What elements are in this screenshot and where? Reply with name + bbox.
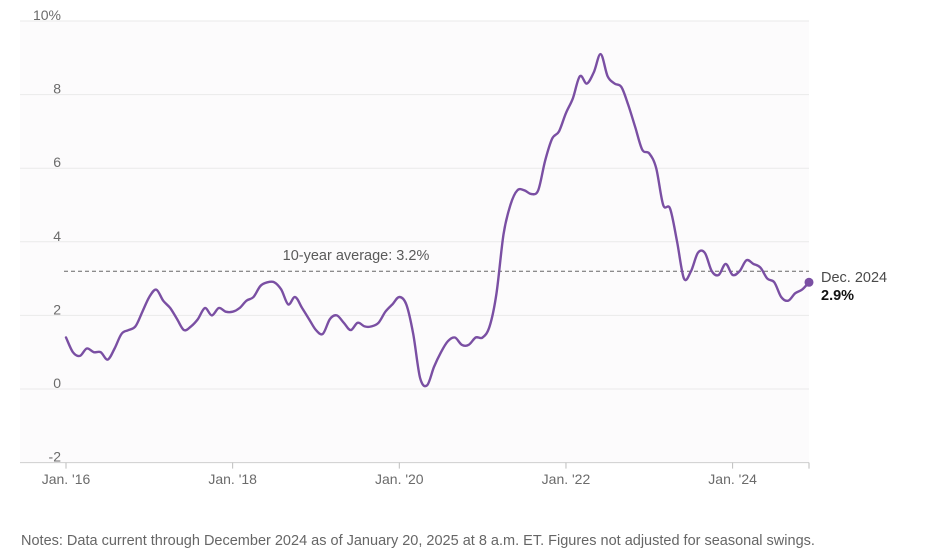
average-reference-label: 10-year average: 3.2% — [283, 248, 430, 264]
latest-value-point — [804, 277, 814, 287]
y-tick-label: 0 — [53, 375, 61, 391]
y-tick-label: 8 — [53, 81, 61, 97]
chart-notes: Notes: Data current through December 202… — [21, 533, 815, 549]
latest-value-label: 2.9% — [821, 288, 854, 304]
x-tick-label: Jan. '24 — [708, 471, 757, 487]
x-tick-label: Jan. '22 — [542, 471, 591, 487]
y-tick-label: 2 — [53, 301, 61, 317]
y-tick-label: 6 — [53, 154, 61, 170]
y-tick-label: 4 — [53, 228, 61, 244]
y-tick-label: 10% — [33, 7, 61, 23]
x-tick-label: Jan. '20 — [375, 471, 424, 487]
y-tick-label: -2 — [49, 449, 62, 465]
inflation-series-line — [64, 52, 811, 388]
latest-date-label: Dec. 2024 — [821, 270, 887, 286]
x-tick-label: Jan. '16 — [42, 471, 91, 487]
x-tick-label: Jan. '18 — [208, 471, 257, 487]
